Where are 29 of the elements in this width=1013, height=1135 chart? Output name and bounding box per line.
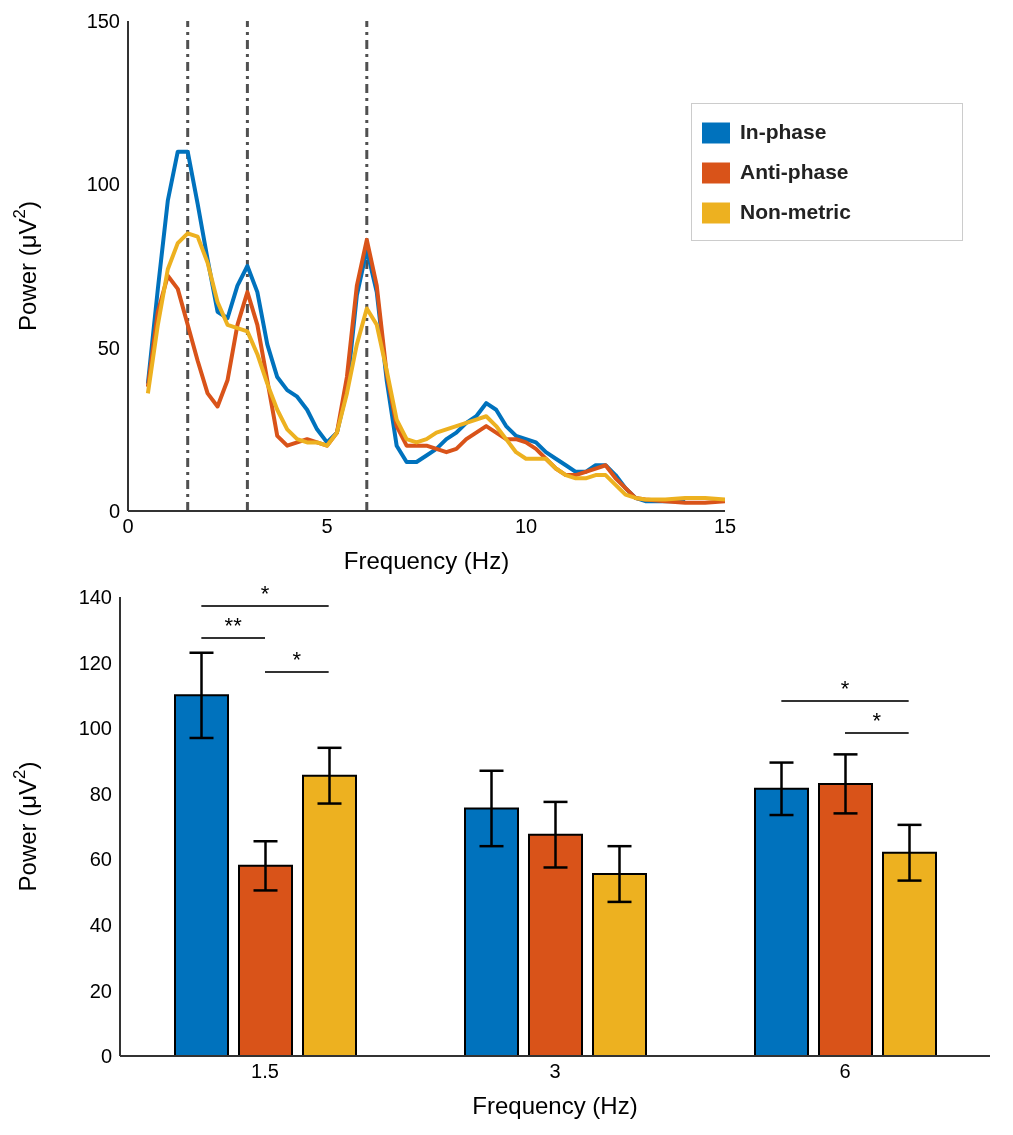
- annotation: *: [872, 708, 882, 733]
- x-tick-label: 1.5: [251, 1060, 279, 1083]
- y-tick-label: 150: [86, 10, 120, 33]
- y-tick-label: 0: [108, 500, 120, 523]
- x-tick-label: 15: [713, 515, 737, 538]
- x-tick-label: 3: [549, 1060, 561, 1083]
- legend-label: Non-metric: [740, 200, 851, 223]
- y-tick-label: 140: [78, 586, 112, 609]
- y-tick-label: 0: [100, 1045, 112, 1068]
- annotation: **: [224, 613, 243, 638]
- annotation: *: [292, 647, 302, 672]
- y-tick-label: 120: [78, 651, 112, 674]
- y-tick-label: 60: [89, 848, 112, 871]
- x-tick-label: 0: [122, 515, 134, 538]
- x-tick-label: 5: [321, 515, 333, 538]
- legend-label: Anti-phase: [740, 160, 849, 183]
- x-axis-title: Frequency (Hz): [472, 1092, 638, 1119]
- x-tick-label: 6: [839, 1060, 851, 1083]
- y-tick-label: 40: [89, 913, 112, 936]
- annotation: *: [840, 676, 850, 701]
- y-tick-label: 80: [89, 782, 112, 805]
- y-tick-label: 100: [78, 717, 112, 740]
- y-tick-label: 50: [97, 336, 120, 359]
- y-tick-label: 100: [86, 173, 120, 196]
- annotation: *: [260, 581, 270, 606]
- y-tick-label: 20: [89, 979, 112, 1002]
- x-axis-title: Frequency (Hz): [343, 547, 510, 574]
- x-tick-label: 10: [514, 515, 538, 538]
- legend-label: In-phase: [740, 120, 827, 143]
